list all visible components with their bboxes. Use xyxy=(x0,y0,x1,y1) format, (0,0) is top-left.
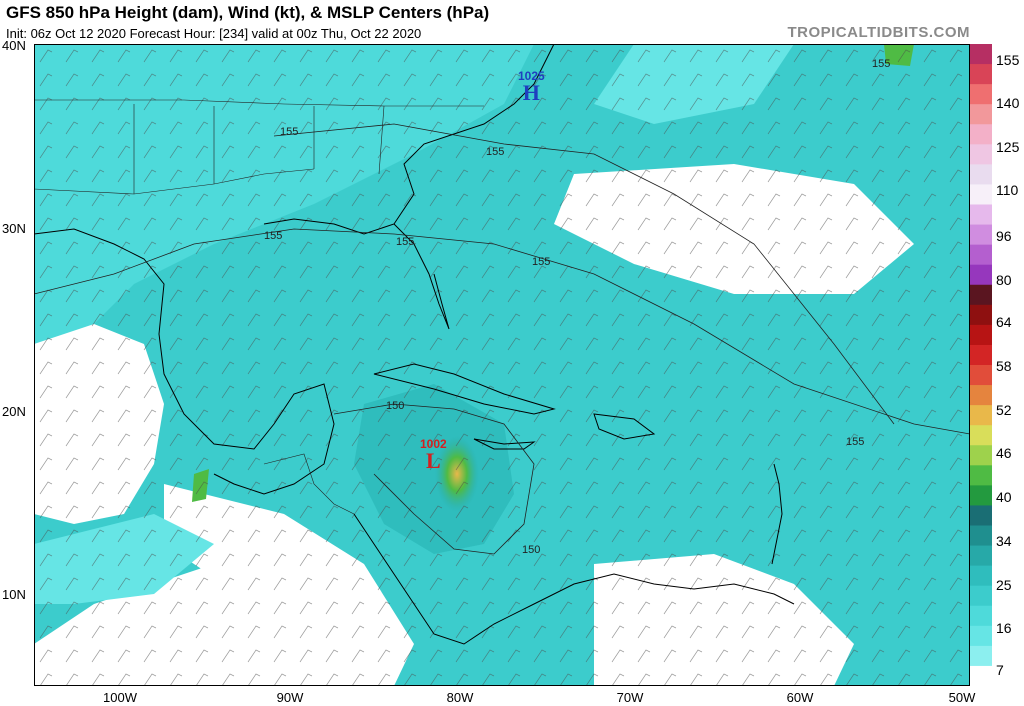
chart-title: GFS 850 hPa Height (dam), Wind (kt), & M… xyxy=(6,3,490,22)
contour-label: 150 xyxy=(386,400,405,412)
lon-label-80w: 80W xyxy=(446,690,474,705)
contour-label: 155 xyxy=(264,230,283,242)
colorbar-label: 110 xyxy=(996,182,1019,198)
colorbar-swatch xyxy=(970,304,992,326)
colorbar-label: 155 xyxy=(996,52,1020,68)
colorbar-swatch xyxy=(970,425,992,446)
colorbar-swatch xyxy=(970,625,992,647)
colorbar-label: 46 xyxy=(996,445,1012,461)
colorbar-swatch xyxy=(970,104,992,125)
colorbar-swatch xyxy=(970,204,992,226)
colorbar-swatch xyxy=(970,84,992,105)
high-pressure-symbol: H xyxy=(522,80,540,105)
colorbar-swatch xyxy=(970,405,992,426)
coastlines xyxy=(34,44,795,645)
colorbar-swatch xyxy=(970,44,992,65)
contour-label: 155 xyxy=(846,436,865,448)
wind-colorbar xyxy=(970,44,992,687)
contour-label: 150 xyxy=(522,544,541,556)
colorbar-swatch xyxy=(970,545,992,567)
colorbar-swatch xyxy=(970,64,992,85)
colorbar-swatch xyxy=(970,585,992,607)
contour-label: 155 xyxy=(872,58,891,70)
colorbar-swatch xyxy=(970,665,992,687)
lat-label-20n: 20N xyxy=(2,404,26,419)
colorbar-swatch xyxy=(970,485,992,506)
political-borders xyxy=(34,99,484,515)
high-pressure-value: 1025 xyxy=(518,69,545,83)
colorbar-label: 40 xyxy=(996,489,1012,505)
colorbar-label: 140 xyxy=(996,95,1020,111)
map-canvas xyxy=(34,44,970,686)
colorbar-label: 34 xyxy=(996,533,1012,549)
colorbar-swatch xyxy=(970,505,992,526)
lat-label-40n: 40N xyxy=(2,38,26,53)
colorbar-swatch xyxy=(970,525,992,547)
colorbar-label: 96 xyxy=(996,228,1012,244)
wind-barbs xyxy=(34,44,970,686)
colorbar-swatch xyxy=(970,385,992,406)
colorbar-label: 64 xyxy=(996,314,1012,330)
lon-label-60w: 60W xyxy=(786,690,814,705)
colorbar-swatch xyxy=(970,144,992,165)
colorbar-swatch xyxy=(970,645,992,667)
colorbar-swatch xyxy=(970,244,992,266)
init-valid-subtitle: Init: 06z Oct 12 2020 Forecast Hour: [23… xyxy=(6,26,422,41)
contour-label: 155 xyxy=(280,126,299,138)
lon-label-90w: 90W xyxy=(276,690,304,705)
colorbar-label: 58 xyxy=(996,358,1012,374)
colorbar-label: 125 xyxy=(996,139,1020,155)
colorbar-label: 7 xyxy=(996,662,1004,678)
colorbar-swatch xyxy=(970,445,992,466)
contour-label: 155 xyxy=(532,256,551,268)
colorbar-swatch xyxy=(970,124,992,145)
brand-watermark: TROPICALTIDBITS.COM xyxy=(787,24,970,41)
lat-label-10n: 10N xyxy=(2,587,26,602)
height-contours xyxy=(34,123,970,555)
colorbar-swatch xyxy=(970,465,992,486)
weather-map[interactable]: 155 155 155 155 155 155 155 150 150 155 … xyxy=(34,44,970,686)
colorbar-label: 52 xyxy=(996,402,1012,418)
lon-label-70w: 70W xyxy=(616,690,644,705)
lon-label-50w: 50W xyxy=(948,690,976,705)
colorbar-swatch xyxy=(970,605,992,627)
colorbar-swatch xyxy=(970,344,992,366)
colorbar-label: 80 xyxy=(996,272,1012,288)
colorbar-swatch xyxy=(970,264,992,286)
colorbar-swatch xyxy=(970,164,992,185)
colorbar-swatch xyxy=(970,284,992,306)
colorbar-label: 25 xyxy=(996,577,1012,593)
high-pressure-center[interactable]: 1025 H xyxy=(518,70,545,104)
colorbar-swatch xyxy=(970,365,992,386)
low-pressure-center[interactable]: 1002 L xyxy=(420,438,447,472)
colorbar-label: 16 xyxy=(996,620,1012,636)
colorbar-swatch xyxy=(970,565,992,587)
lon-label-100w: 100W xyxy=(103,690,137,705)
colorbar-swatch xyxy=(970,184,992,205)
low-pressure-value: 1002 xyxy=(420,437,447,451)
low-pressure-symbol: L xyxy=(426,448,441,473)
colorbar-swatches xyxy=(970,44,992,687)
contour-label: 155 xyxy=(486,146,505,158)
colorbar-swatch xyxy=(970,224,992,246)
colorbar-swatch xyxy=(970,324,992,346)
contour-label: 155 xyxy=(396,236,415,248)
lat-label-30n: 30N xyxy=(2,221,26,236)
